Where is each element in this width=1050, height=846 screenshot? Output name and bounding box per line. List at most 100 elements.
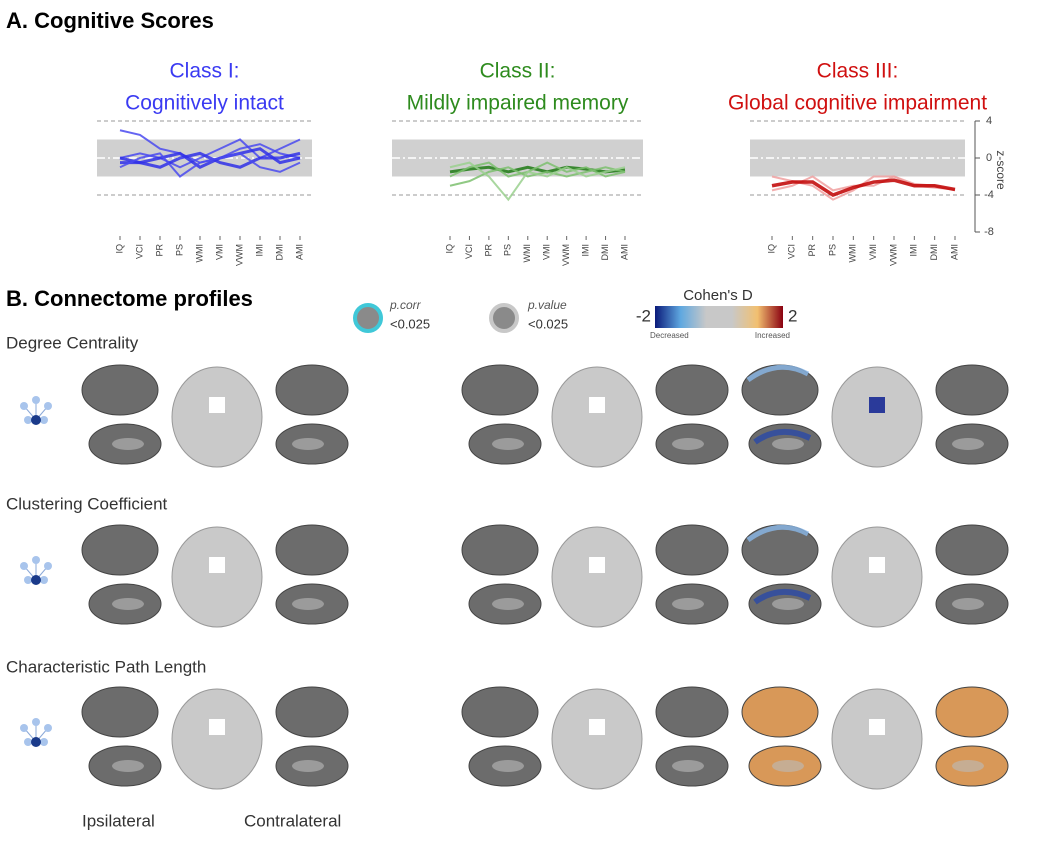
brain-coronal <box>551 526 643 628</box>
chart-subtitle: Mildly impaired memory <box>407 92 629 115</box>
x-tick-label: PR <box>807 244 817 257</box>
x-tick-label: IQ <box>766 244 776 254</box>
x-tick-label: VCI <box>464 244 474 259</box>
icon-node <box>24 416 32 424</box>
icon-hub <box>31 415 41 425</box>
brain-ventricle <box>209 719 225 735</box>
icon-node <box>40 576 48 584</box>
brain-medial-inner <box>292 760 324 772</box>
brain-lateral-contra <box>655 686 729 738</box>
brain-lateral <box>81 364 159 416</box>
brain-medial-inner <box>672 598 704 610</box>
brain-coronal <box>551 688 643 790</box>
chart-title: Class III: <box>817 60 899 83</box>
chart-title: Class II: <box>480 60 556 83</box>
icon-node <box>32 718 40 726</box>
brain-medial-inner <box>952 760 984 772</box>
row-label: Degree Centrality <box>6 333 139 352</box>
pcorr-label: p.corr <box>389 298 422 312</box>
x-tick-label: DMI <box>274 244 284 261</box>
pcorr-threshold: <0.025 <box>390 316 430 331</box>
brain-lateral-contra <box>275 524 349 576</box>
brain-lateral <box>741 686 819 738</box>
series-line <box>449 161 626 202</box>
y-axis-label: z-score <box>994 150 1008 190</box>
brain-medial-inner <box>292 598 324 610</box>
icon-node <box>32 396 40 404</box>
series-line <box>119 152 301 178</box>
brain-lateral <box>461 524 539 576</box>
brain-coronal <box>831 366 923 468</box>
effect-region <box>753 429 812 445</box>
brain-ventricle <box>589 557 605 573</box>
icon-hub <box>31 737 41 747</box>
brain-medial-inner <box>112 760 144 772</box>
pvalue-label: p.value <box>527 298 567 312</box>
footer-right: Contralateral <box>244 811 341 830</box>
brain-medial-inner <box>952 438 984 450</box>
x-tick-label: WMI <box>522 244 532 263</box>
row-label: Clustering Coefficient <box>6 494 168 513</box>
x-tick-label: VWM <box>888 244 898 266</box>
effect-region <box>746 364 810 383</box>
brain-lateral-contra <box>935 364 1009 416</box>
brain-medial-inner <box>492 438 524 450</box>
brain-lateral <box>461 364 539 416</box>
brain-ventricle <box>869 397 885 413</box>
icon-node <box>40 416 48 424</box>
y-tick-label: -4 <box>984 189 994 201</box>
pcorr-icon <box>353 303 383 333</box>
icon-hub <box>31 575 41 585</box>
series-line <box>119 151 301 169</box>
x-tick-label: AMI <box>619 244 629 260</box>
x-tick-label: AMI <box>949 244 959 260</box>
y-tick-label: 4 <box>986 115 992 127</box>
chart-title: Class I: <box>169 60 239 83</box>
x-tick-label: IQ <box>114 244 124 254</box>
brain-ventricle <box>589 397 605 413</box>
brain-lateral-contra <box>655 524 729 576</box>
brain-medial-inner <box>492 598 524 610</box>
brain-medial-inner <box>112 438 144 450</box>
icon-node <box>20 724 28 732</box>
icon-node <box>44 724 52 732</box>
x-tick-label: AMI <box>294 244 304 260</box>
brain-lateral <box>81 686 159 738</box>
icon-node <box>24 738 32 746</box>
colorbar-decreased: Decreased <box>650 331 689 340</box>
colorbar-max: 2 <box>788 306 797 325</box>
effect-region <box>746 524 810 543</box>
brain-ventricle <box>209 557 225 573</box>
brain-coronal <box>831 688 923 790</box>
pvalue-threshold: <0.025 <box>528 316 568 331</box>
icon-node <box>24 576 32 584</box>
row-label: Characteristic Path Length <box>6 657 206 676</box>
brain-lateral <box>81 524 159 576</box>
x-tick-label: IMI <box>909 244 919 257</box>
x-tick-label: DMI <box>929 244 939 261</box>
icon-node <box>20 562 28 570</box>
brain-ventricle <box>869 557 885 573</box>
brain-coronal <box>171 526 263 628</box>
icon-node <box>20 402 28 410</box>
brain-lateral-contra <box>935 686 1009 738</box>
brain-ventricle <box>589 719 605 735</box>
chart-subtitle: Global cognitive impairment <box>728 92 987 115</box>
icon-node <box>44 562 52 570</box>
brain-lateral-contra <box>935 524 1009 576</box>
brain-medial-inner <box>952 598 984 610</box>
x-tick-label: IMI <box>254 244 264 257</box>
x-tick-label: VWM <box>234 244 244 266</box>
x-tick-label: VCI <box>134 244 144 259</box>
brain-medial-inner <box>772 438 804 450</box>
brain-medial-inner <box>112 598 144 610</box>
x-tick-label: IQ <box>444 244 454 254</box>
x-tick-label: VMI <box>542 244 552 260</box>
brain-coronal <box>831 526 923 628</box>
brain-lateral-contra <box>275 364 349 416</box>
panel-a-title: A. Cognitive Scores <box>6 8 214 33</box>
icon-node <box>40 738 48 746</box>
colorbar <box>655 306 783 328</box>
x-tick-label: VWM <box>561 244 571 266</box>
